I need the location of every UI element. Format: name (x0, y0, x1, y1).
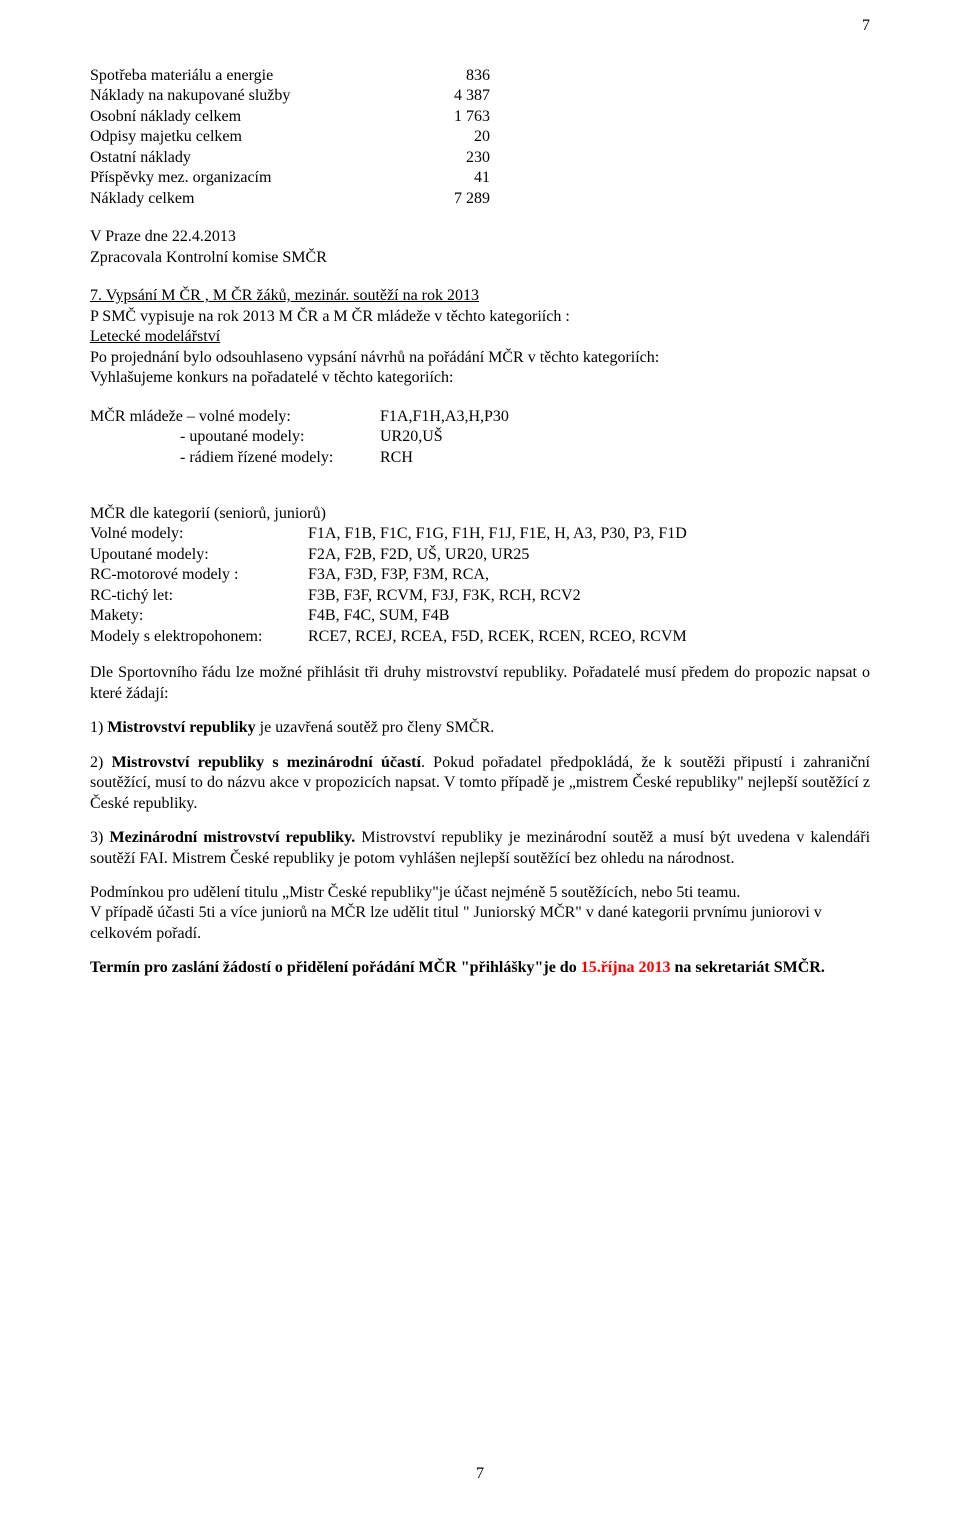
cost-value: 41 (380, 168, 490, 188)
category-label: Modely s elektropohonem: (90, 627, 308, 647)
cost-table: Spotřeba materiálu a energie 836 Náklady… (90, 66, 870, 209)
rule-2-num: 2) (90, 754, 112, 771)
section-7-heading: 7. Vypsání M ČR , M ČR žáků, mezinár. so… (90, 286, 870, 306)
youth-label: MČR mládeže – volné modely: (90, 407, 380, 427)
table-row: Ostatní náklady 230 (90, 148, 870, 168)
deadline-prefix: Termín pro zaslání žádostí o přidělení p… (90, 959, 581, 976)
youth-value: RCH (380, 448, 870, 468)
table-row: Odpisy majetku celkem 20 (90, 127, 870, 147)
page-number-top: 7 (862, 16, 870, 36)
youth-label: - upoutané modely: (90, 427, 380, 447)
page: 7 Spotřeba materiálu a energie 836 Nákla… (0, 0, 960, 1520)
youth-block: MČR mládeže – volné modely: F1A,F1H,A3,H… (90, 407, 870, 468)
cost-value: 4 387 (380, 86, 490, 106)
category-value: F3A, F3D, F3P, F3M, RCA, (308, 565, 870, 585)
cost-value: 7 289 (380, 189, 490, 209)
category-value: RCE7, RCEJ, RCEA, F5D, RCEK, RCEN, RCEO,… (308, 627, 870, 647)
category-row: RC-motorové modely : F3A, F3D, F3P, F3M,… (90, 565, 870, 585)
category-row: Upoutané modely: F2A, F2B, F2D, UŠ, UR20… (90, 545, 870, 565)
rule-1-bold: Mistrovství republiky (107, 719, 255, 736)
section-7-letecke: Letecké modelářství (90, 327, 870, 347)
category-label: RC-motorové modely : (90, 565, 308, 585)
junior-paragraph: V případě účasti 5ti a více juniorů na M… (90, 903, 870, 944)
category-label: RC-tichý let: (90, 586, 308, 606)
date-line: V Praze dne 22.4.2013 (90, 227, 870, 247)
category-row: Makety: F4B, F4C, SUM, F4B (90, 606, 870, 626)
prepared-by: Zpracovala Kontrolní komise SMČR (90, 248, 870, 268)
table-row: Příspěvky mez. organizacím 41 (90, 168, 870, 188)
rule-3-num: 3) (90, 829, 110, 846)
cost-label: Náklady na nakupované služby (90, 86, 380, 106)
category-value: F3B, F3F, RCVM, F3J, F3K, RCH, RCV2 (308, 586, 870, 606)
category-row: Modely s elektropohonem: RCE7, RCEJ, RCE… (90, 627, 870, 647)
cost-value: 20 (380, 127, 490, 147)
youth-row: - upoutané modely: UR20,UŠ (90, 427, 870, 447)
category-heading: MČR dle kategorií (seniorů, juniorů) (90, 504, 870, 524)
youth-row: - rádiem řízené modely: RCH (90, 448, 870, 468)
cost-label: Spotřeba materiálu a energie (90, 66, 380, 86)
youth-label: - rádiem řízené modely: (90, 448, 380, 468)
cost-label: Osobní náklady celkem (90, 107, 380, 127)
category-value: F4B, F4C, SUM, F4B (308, 606, 870, 626)
cost-value: 1 763 (380, 107, 490, 127)
cost-label: Příspěvky mez. organizacím (90, 168, 380, 188)
rule-2: 2) Mistrovství republiky s mezinárodní ú… (90, 753, 870, 814)
section-7-line3: Vyhlašujeme konkurs na pořadatelé v těch… (90, 368, 870, 388)
section-7-line2: Po projednání bylo odsouhlaseno vypsání … (90, 348, 870, 368)
deadline-suffix: na sekretariát SMČR. (670, 959, 824, 976)
rule-3-bold: Mezinárodní mistrovství republiky. (110, 829, 356, 846)
category-row: RC-tichý let: F3B, F3F, RCVM, F3J, F3K, … (90, 586, 870, 606)
category-value: F2A, F2B, F2D, UŠ, UR20, UR25 (308, 545, 870, 565)
date-block: V Praze dne 22.4.2013 Zpracovala Kontrol… (90, 227, 870, 268)
condition-paragraph: Podmínkou pro udělení titulu „Mistr Česk… (90, 883, 870, 903)
table-row: Náklady celkem 7 289 (90, 189, 870, 209)
category-label: Volné modely: (90, 524, 308, 544)
rules-paragraph: Dle Sportovního řádu lze možné přihlásit… (90, 663, 870, 704)
rule-1: 1) Mistrovství republiky je uzavřená sou… (90, 718, 870, 738)
table-row: Spotřeba materiálu a energie 836 (90, 66, 870, 86)
table-row: Náklady na nakupované služby 4 387 (90, 86, 870, 106)
category-value: F1A, F1B, F1C, F1G, F1H, F1J, F1E, H, A3… (308, 524, 870, 544)
table-row: Osobní náklady celkem 1 763 (90, 107, 870, 127)
cost-label: Ostatní náklady (90, 148, 380, 168)
category-label: Upoutané modely: (90, 545, 308, 565)
deadline-paragraph: Termín pro zaslání žádostí o přidělení p… (90, 958, 870, 978)
section-7: 7. Vypsání M ČR , M ČR žáků, mezinár. so… (90, 286, 870, 388)
section-7-line1: P SMČ vypisuje na rok 2013 M ČR a M ČR m… (90, 307, 870, 327)
category-label: Makety: (90, 606, 308, 626)
rule-1-num: 1) (90, 719, 107, 736)
deadline-date: 15.října 2013 (581, 959, 671, 976)
youth-value: UR20,UŠ (380, 427, 870, 447)
cost-value: 230 (380, 148, 490, 168)
cost-label: Odpisy majetku celkem (90, 127, 380, 147)
page-number-bottom: 7 (0, 1464, 960, 1484)
category-row: Volné modely: F1A, F1B, F1C, F1G, F1H, F… (90, 524, 870, 544)
rule-1-rest: je uzavřená soutěž pro členy SMČR. (256, 719, 495, 736)
rule-2-bold: Mistrovství republiky s mezinárodní účas… (112, 754, 421, 771)
youth-value: F1A,F1H,A3,H,P30 (380, 407, 870, 427)
rule-3: 3) Mezinárodní mistrovství republiky. Mi… (90, 828, 870, 869)
cost-label: Náklady celkem (90, 189, 380, 209)
category-block: MČR dle kategorií (seniorů, juniorů) Vol… (90, 504, 870, 647)
cost-value: 836 (380, 66, 490, 86)
youth-row: MČR mládeže – volné modely: F1A,F1H,A3,H… (90, 407, 870, 427)
